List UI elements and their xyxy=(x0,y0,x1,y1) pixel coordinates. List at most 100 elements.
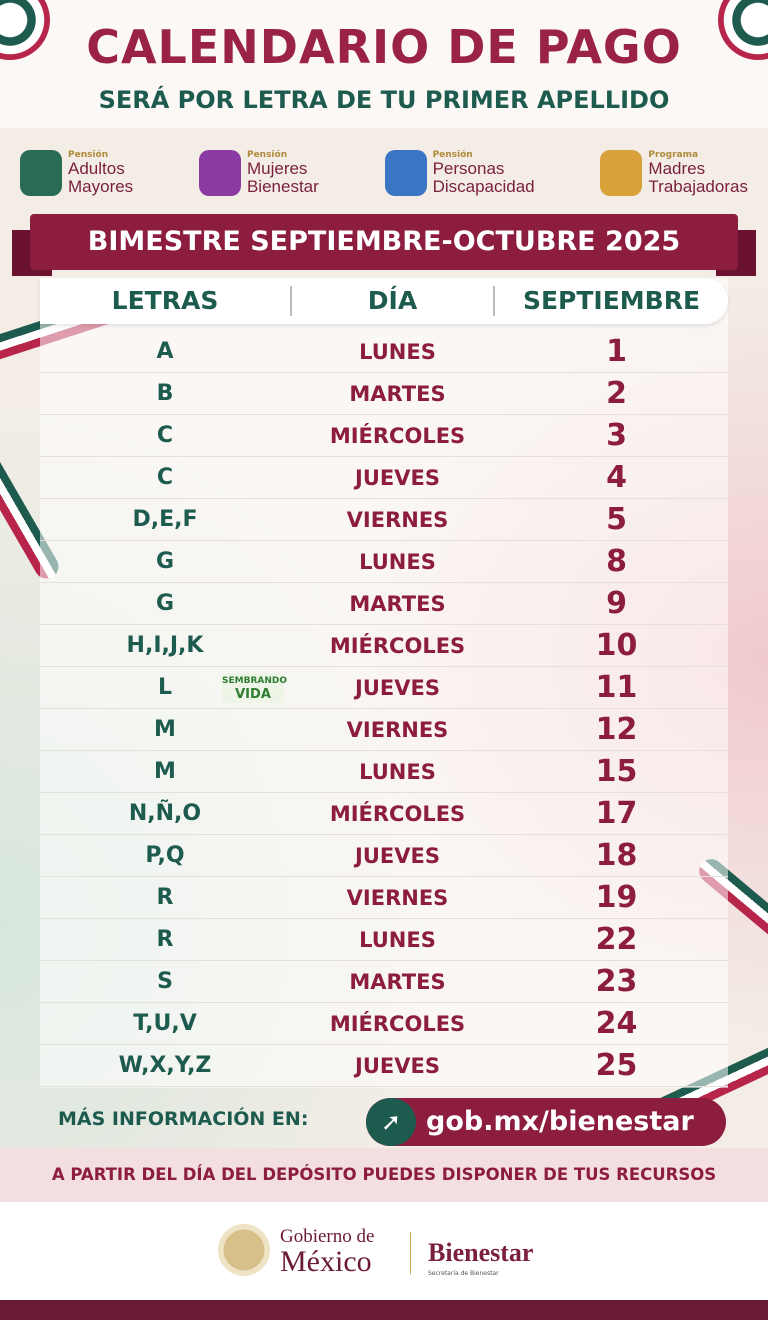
table-row: B MARTES 2 xyxy=(40,373,728,415)
program-icon xyxy=(384,150,427,196)
table-row: H,I,J,K MIÉRCOLES 10 xyxy=(40,625,728,667)
date-cell: 23 xyxy=(595,964,638,999)
date-cell: 1 xyxy=(606,334,627,369)
link-text[interactable]: gob.mx/bienestar xyxy=(426,1106,694,1137)
date-cell: 24 xyxy=(595,1006,638,1041)
letters-cell: N,Ñ,O xyxy=(128,801,202,826)
table-row: M VIERNES 12 xyxy=(40,709,728,751)
date-cell: 25 xyxy=(595,1048,638,1083)
sembrando-vida-logo: SEMBRANDO VIDA xyxy=(222,673,287,703)
table-row: A LUNES 1 xyxy=(40,331,728,373)
letters-cell: D,E,F xyxy=(132,507,198,532)
letters-cell: M xyxy=(154,759,176,784)
program-logo: Pensión Mujeres Bienestar xyxy=(198,145,319,201)
day-cell: LUNES xyxy=(359,549,436,574)
page-title: CALENDARIO DE PAGO xyxy=(86,20,682,74)
day-cell: LUNES xyxy=(359,339,436,364)
date-cell: 15 xyxy=(595,754,638,789)
day-cell: MIÉRCOLES xyxy=(329,1011,466,1036)
table-row: M LUNES 15 xyxy=(40,751,728,793)
program-logo: Pensión Adultos Mayores xyxy=(20,145,133,201)
bienestar-logo: Bienestar xyxy=(428,1238,534,1267)
date-cell: 5 xyxy=(606,502,627,537)
day-cell: VIERNES xyxy=(346,507,449,532)
gobierno-logo: Gobierno de México xyxy=(280,1226,375,1278)
table-row: G LUNES 8 xyxy=(40,541,728,583)
day-cell: JUEVES xyxy=(355,1053,440,1078)
bienestar-link[interactable]: ➚ gob.mx/bienestar xyxy=(366,1098,726,1146)
letters-cell: T,U,V xyxy=(133,1011,197,1036)
header: CALENDARIO DE PAGO SERÁ POR LETRA DE TU … xyxy=(0,0,768,128)
header-day: DÍA xyxy=(290,286,495,316)
date-cell: 18 xyxy=(595,838,638,873)
bottom-bar xyxy=(0,1300,768,1320)
date-cell: 3 xyxy=(606,418,627,453)
table-row: T,U,V MIÉRCOLES 24 xyxy=(40,1003,728,1045)
day-cell: MARTES xyxy=(349,381,446,406)
date-cell: 4 xyxy=(606,460,627,495)
table-row: R LUNES 22 xyxy=(40,919,728,961)
letters-cell: C xyxy=(156,465,174,490)
divider xyxy=(410,1232,411,1274)
table-row: C MIÉRCOLES 3 xyxy=(40,415,728,457)
table-header: LETRAS DÍA SEPTIEMBRE xyxy=(40,278,728,324)
table-row: R VIERNES 19 xyxy=(40,877,728,919)
letters-cell: G xyxy=(155,591,175,616)
day-cell: LUNES xyxy=(359,927,436,952)
table-row: C JUEVES 4 xyxy=(40,457,728,499)
table-row: N,Ñ,O MIÉRCOLES 17 xyxy=(40,793,728,835)
day-cell: MARTES xyxy=(349,969,446,994)
date-cell: 8 xyxy=(606,544,627,579)
notice: A PARTIR DEL DÍA DEL DEPÓSITO PUEDES DIS… xyxy=(0,1148,768,1202)
letters-cell: L xyxy=(157,675,173,700)
table-row: W,X,Y,Z JUEVES 25 xyxy=(40,1045,728,1087)
date-cell: 17 xyxy=(595,796,638,831)
table-row: S MARTES 23 xyxy=(40,961,728,1003)
day-cell: JUEVES xyxy=(355,675,440,700)
page-subtitle: SERÁ POR LETRA DE TU PRIMER APELLIDO xyxy=(98,86,670,114)
date-cell: 2 xyxy=(606,376,627,411)
program-logo: Pensión Personas Discapacidad xyxy=(384,145,535,201)
day-cell: VIERNES xyxy=(346,885,449,910)
date-cell: 19 xyxy=(595,880,638,915)
day-cell: JUEVES xyxy=(355,465,440,490)
footer: Gobierno de México Bienestar Secretaría … xyxy=(0,1202,768,1300)
letters-cell: S xyxy=(157,969,173,994)
table-row: P,Q JUEVES 18 xyxy=(40,835,728,877)
table-row: D,E,F VIERNES 5 xyxy=(40,499,728,541)
letters-cell: W,X,Y,Z xyxy=(118,1053,212,1078)
letters-cell: C xyxy=(156,423,174,448)
program-icon xyxy=(20,150,62,196)
more-info-label: MÁS INFORMACIÓN EN: xyxy=(58,1108,309,1130)
header-month: SEPTIEMBRE xyxy=(522,286,701,315)
payment-calendar-table: LETRAS DÍA SEPTIEMBRE A LUNES 1 B MARTES 2 C MI… xyxy=(40,278,728,1088)
letters-cell: A xyxy=(156,339,174,364)
day-cell: MIÉRCOLES xyxy=(329,423,466,448)
letters-cell: R xyxy=(156,885,174,910)
day-cell: JUEVES xyxy=(355,843,440,868)
day-cell: MIÉRCOLES xyxy=(329,801,466,826)
letters-cell: B xyxy=(156,381,174,406)
program-logos: Pensión Adultos Mayores Pensión Mujeres Biene… xyxy=(20,145,748,201)
cursor-icon: ➚ xyxy=(366,1098,416,1146)
national-seal-icon xyxy=(218,1224,270,1276)
period-banner: BIMESTRE SEPTIEMBRE-OCTUBRE 2025 xyxy=(30,214,738,270)
letters-cell: M xyxy=(154,717,176,742)
day-cell: MIÉRCOLES xyxy=(329,633,466,658)
date-cell: 9 xyxy=(606,586,627,621)
date-cell: 10 xyxy=(595,628,638,663)
secretaria-label: Secretaría de Bienestar xyxy=(428,1270,499,1277)
day-cell: LUNES xyxy=(359,759,436,784)
header-letters: LETRAS xyxy=(111,286,219,315)
day-cell: MARTES xyxy=(349,591,446,616)
date-cell: 11 xyxy=(595,670,638,705)
table-row: G MARTES 9 xyxy=(40,583,728,625)
date-cell: 12 xyxy=(595,712,638,747)
letters-cell: P,Q xyxy=(145,843,185,868)
table-row: L JUEVES 11 SEMBRANDO VIDA xyxy=(40,667,728,709)
program-icon xyxy=(600,150,643,196)
date-cell: 22 xyxy=(595,922,638,957)
day-cell: VIERNES xyxy=(346,717,449,742)
letters-cell: R xyxy=(156,927,174,952)
program-logo: Programa Madres Trabajadoras xyxy=(600,145,748,201)
